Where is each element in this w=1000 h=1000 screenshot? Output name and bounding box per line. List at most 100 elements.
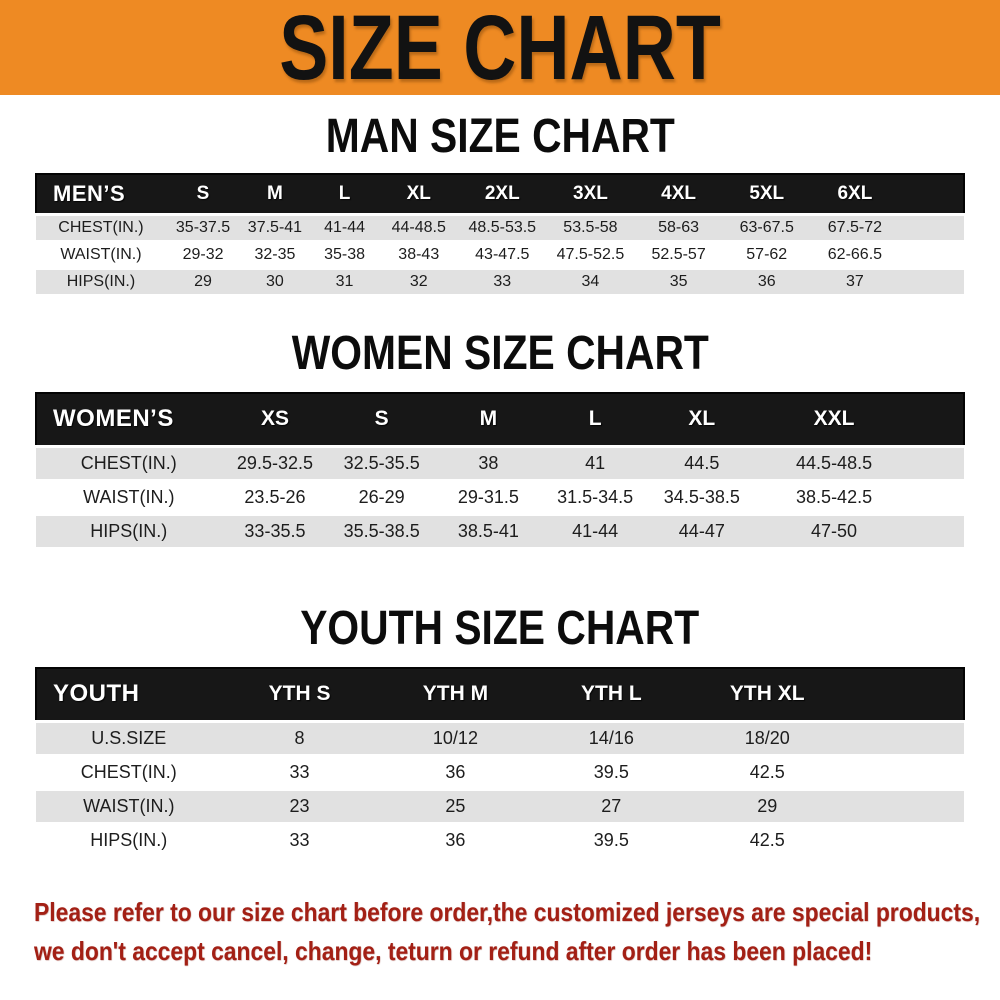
size-value-cell: 37.5-41 bbox=[247, 218, 303, 236]
size-column-header: 4XL bbox=[661, 182, 697, 204]
size-value-cell: 25 bbox=[445, 795, 466, 816]
size-value-cell: 33-35.5 bbox=[244, 521, 306, 541]
size-column-header: XS bbox=[260, 407, 289, 431]
table-row: WAIST(IN.) 23.5-26 26-29 29-31.5 31.5-34.5 34… bbox=[36, 480, 964, 515]
table-group-label: MEN’S bbox=[53, 180, 126, 206]
size-value-cell: 23 bbox=[289, 795, 310, 816]
size-value-cell: 44.5-48.5 bbox=[796, 453, 873, 473]
order-notice: Please refer to our size chart before or… bbox=[0, 895, 1000, 973]
row-label: CHEST(IN.) bbox=[80, 761, 177, 782]
size-value-cell: 31.5-34.5 bbox=[557, 487, 634, 507]
size-value-cell: 38 bbox=[478, 453, 499, 473]
row-label: HIPS(IN.) bbox=[90, 829, 168, 850]
row-label: HIPS(IN.) bbox=[66, 272, 136, 290]
row-label: WAIST(IN.) bbox=[83, 795, 175, 816]
row-filler-cell bbox=[845, 823, 964, 857]
women-size-table: WOMEN’S XS S M L XL XXL CHEST(IN.) 29.5-32.5 32.5… bbox=[35, 392, 965, 551]
row-label: HIPS(IN.) bbox=[90, 521, 168, 541]
row-label: CHEST(IN.) bbox=[58, 218, 144, 236]
man-section-title-text: MAN SIZE CHART bbox=[325, 110, 675, 163]
size-column-header: YTH S bbox=[268, 682, 331, 706]
size-column-header: 2XL bbox=[484, 182, 520, 204]
row-label: U.S.SIZE bbox=[91, 727, 167, 748]
size-value-cell: 44-48.5 bbox=[391, 218, 446, 236]
size-value-cell: 34.5-38.5 bbox=[663, 487, 740, 507]
row-filler-cell bbox=[913, 515, 964, 549]
size-value-cell: 26-29 bbox=[358, 487, 405, 507]
size-value-cell: 47.5-52.5 bbox=[556, 245, 625, 263]
size-value-cell: 33 bbox=[289, 761, 310, 782]
size-column-header: YTH XL bbox=[729, 682, 805, 706]
row-filler-cell bbox=[845, 721, 964, 755]
size-value-cell: 37 bbox=[846, 272, 864, 290]
women-section-title: WOMEN SIZE CHART bbox=[0, 326, 1000, 380]
header-filler-cell bbox=[899, 174, 964, 214]
size-value-cell: 42.5 bbox=[749, 761, 785, 782]
size-column-header: L bbox=[338, 182, 351, 204]
size-value-cell: 29.5-32.5 bbox=[236, 453, 313, 473]
size-value-cell: 10/12 bbox=[432, 727, 478, 748]
banner: SIZE CHART bbox=[0, 0, 1000, 95]
row-filler-cell bbox=[899, 214, 964, 241]
order-notice-line-1: Please refer to our size chart before or… bbox=[34, 895, 980, 934]
size-value-cell: 38-43 bbox=[398, 245, 440, 263]
size-value-cell: 18/20 bbox=[744, 727, 790, 748]
size-value-cell: 36 bbox=[757, 272, 776, 290]
size-value-cell: 48.5-53.5 bbox=[468, 218, 537, 236]
row-label: CHEST(IN.) bbox=[80, 453, 177, 473]
size-column-header: 6XL bbox=[837, 182, 873, 204]
size-value-cell: 57-62 bbox=[746, 245, 788, 263]
order-notice-text-2: we don't accept cancel, change, teturn o… bbox=[34, 935, 873, 966]
size-column-header: 3XL bbox=[573, 182, 608, 204]
table-row: WAIST(IN.) 23 25 27 29 bbox=[36, 789, 964, 823]
men-size-table: MEN’S S M L XL 2XL 3XL 4XL 5XL 6XL CHEST(IN.) 35-37… bbox=[35, 173, 965, 297]
order-notice-line-2: we don't accept cancel, change, teturn o… bbox=[34, 934, 966, 973]
size-value-cell: 23.5-26 bbox=[244, 487, 306, 507]
size-column-header: XL bbox=[688, 407, 716, 431]
size-value-cell: 35-37.5 bbox=[175, 218, 231, 236]
size-column-header: S bbox=[374, 407, 389, 431]
youth-section-title-text: YOUTH SIZE CHART bbox=[300, 602, 700, 655]
size-value-cell: 34 bbox=[581, 272, 600, 290]
size-value-cell: 32 bbox=[409, 272, 428, 290]
youth-section-title: YOUTH SIZE CHART bbox=[0, 605, 1000, 653]
size-value-cell: 67.5-72 bbox=[827, 218, 883, 236]
size-column-header: L bbox=[588, 407, 602, 431]
table-row: CHEST(IN.) 35-37.5 37.5-41 41-44 44-48.5 48.5… bbox=[36, 214, 964, 241]
man-section-title: MAN SIZE CHART bbox=[0, 113, 1000, 161]
size-value-cell: 38.5-42.5 bbox=[796, 487, 873, 507]
size-value-cell: 30 bbox=[266, 272, 284, 290]
row-filler-cell bbox=[913, 481, 964, 515]
size-value-cell: 53.5-58 bbox=[563, 218, 618, 236]
size-table-header-row: MEN’S S M L XL 2XL 3XL 4XL 5XL 6XL bbox=[36, 174, 964, 214]
size-value-cell: 43-47.5 bbox=[475, 245, 530, 263]
size-value-cell: 29 bbox=[194, 272, 212, 290]
women-section-title-text: WOMEN SIZE CHART bbox=[291, 326, 709, 380]
size-value-cell: 52.5-57 bbox=[651, 245, 706, 263]
row-filler-cell bbox=[845, 789, 964, 823]
size-value-cell: 27 bbox=[601, 795, 622, 816]
size-value-cell: 44-47 bbox=[678, 521, 725, 541]
size-value-cell: 58-63 bbox=[658, 218, 700, 236]
size-value-cell: 41-44 bbox=[572, 521, 619, 541]
row-label: WAIST(IN.) bbox=[83, 487, 175, 507]
size-value-cell: 41-44 bbox=[324, 218, 365, 236]
size-value-cell: 39.5 bbox=[593, 829, 629, 850]
size-value-cell: 31 bbox=[335, 272, 354, 290]
table-row: HIPS(IN.) 33 36 39.5 42.5 bbox=[36, 823, 964, 857]
size-value-cell: 8 bbox=[294, 727, 305, 748]
size-value-cell: 36 bbox=[445, 829, 466, 850]
size-column-header: XL bbox=[406, 182, 431, 204]
size-value-cell: 38.5-41 bbox=[457, 521, 519, 541]
header-filler-cell bbox=[913, 393, 964, 447]
size-value-cell: 32-35 bbox=[254, 245, 296, 263]
youth-size-table: YOUTH YTH S YTH M YTH L YTH XL U.S.SIZE 8 10/12… bbox=[35, 667, 965, 859]
table-row: CHEST(IN.) 33 36 39.5 42.5 bbox=[36, 755, 964, 789]
row-filler-cell bbox=[899, 268, 964, 295]
size-column-header: M bbox=[267, 182, 283, 204]
size-value-cell: 14/16 bbox=[588, 727, 634, 748]
size-column-header: YTH M bbox=[422, 682, 489, 706]
size-value-cell: 29-32 bbox=[182, 245, 224, 263]
size-value-cell: 36 bbox=[445, 761, 466, 782]
size-value-cell: 35.5-38.5 bbox=[343, 521, 420, 541]
